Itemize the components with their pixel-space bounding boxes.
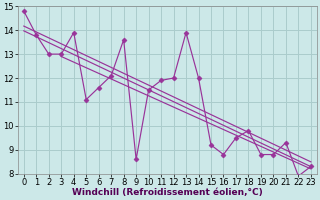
X-axis label: Windchill (Refroidissement éolien,°C): Windchill (Refroidissement éolien,°C): [72, 188, 263, 197]
